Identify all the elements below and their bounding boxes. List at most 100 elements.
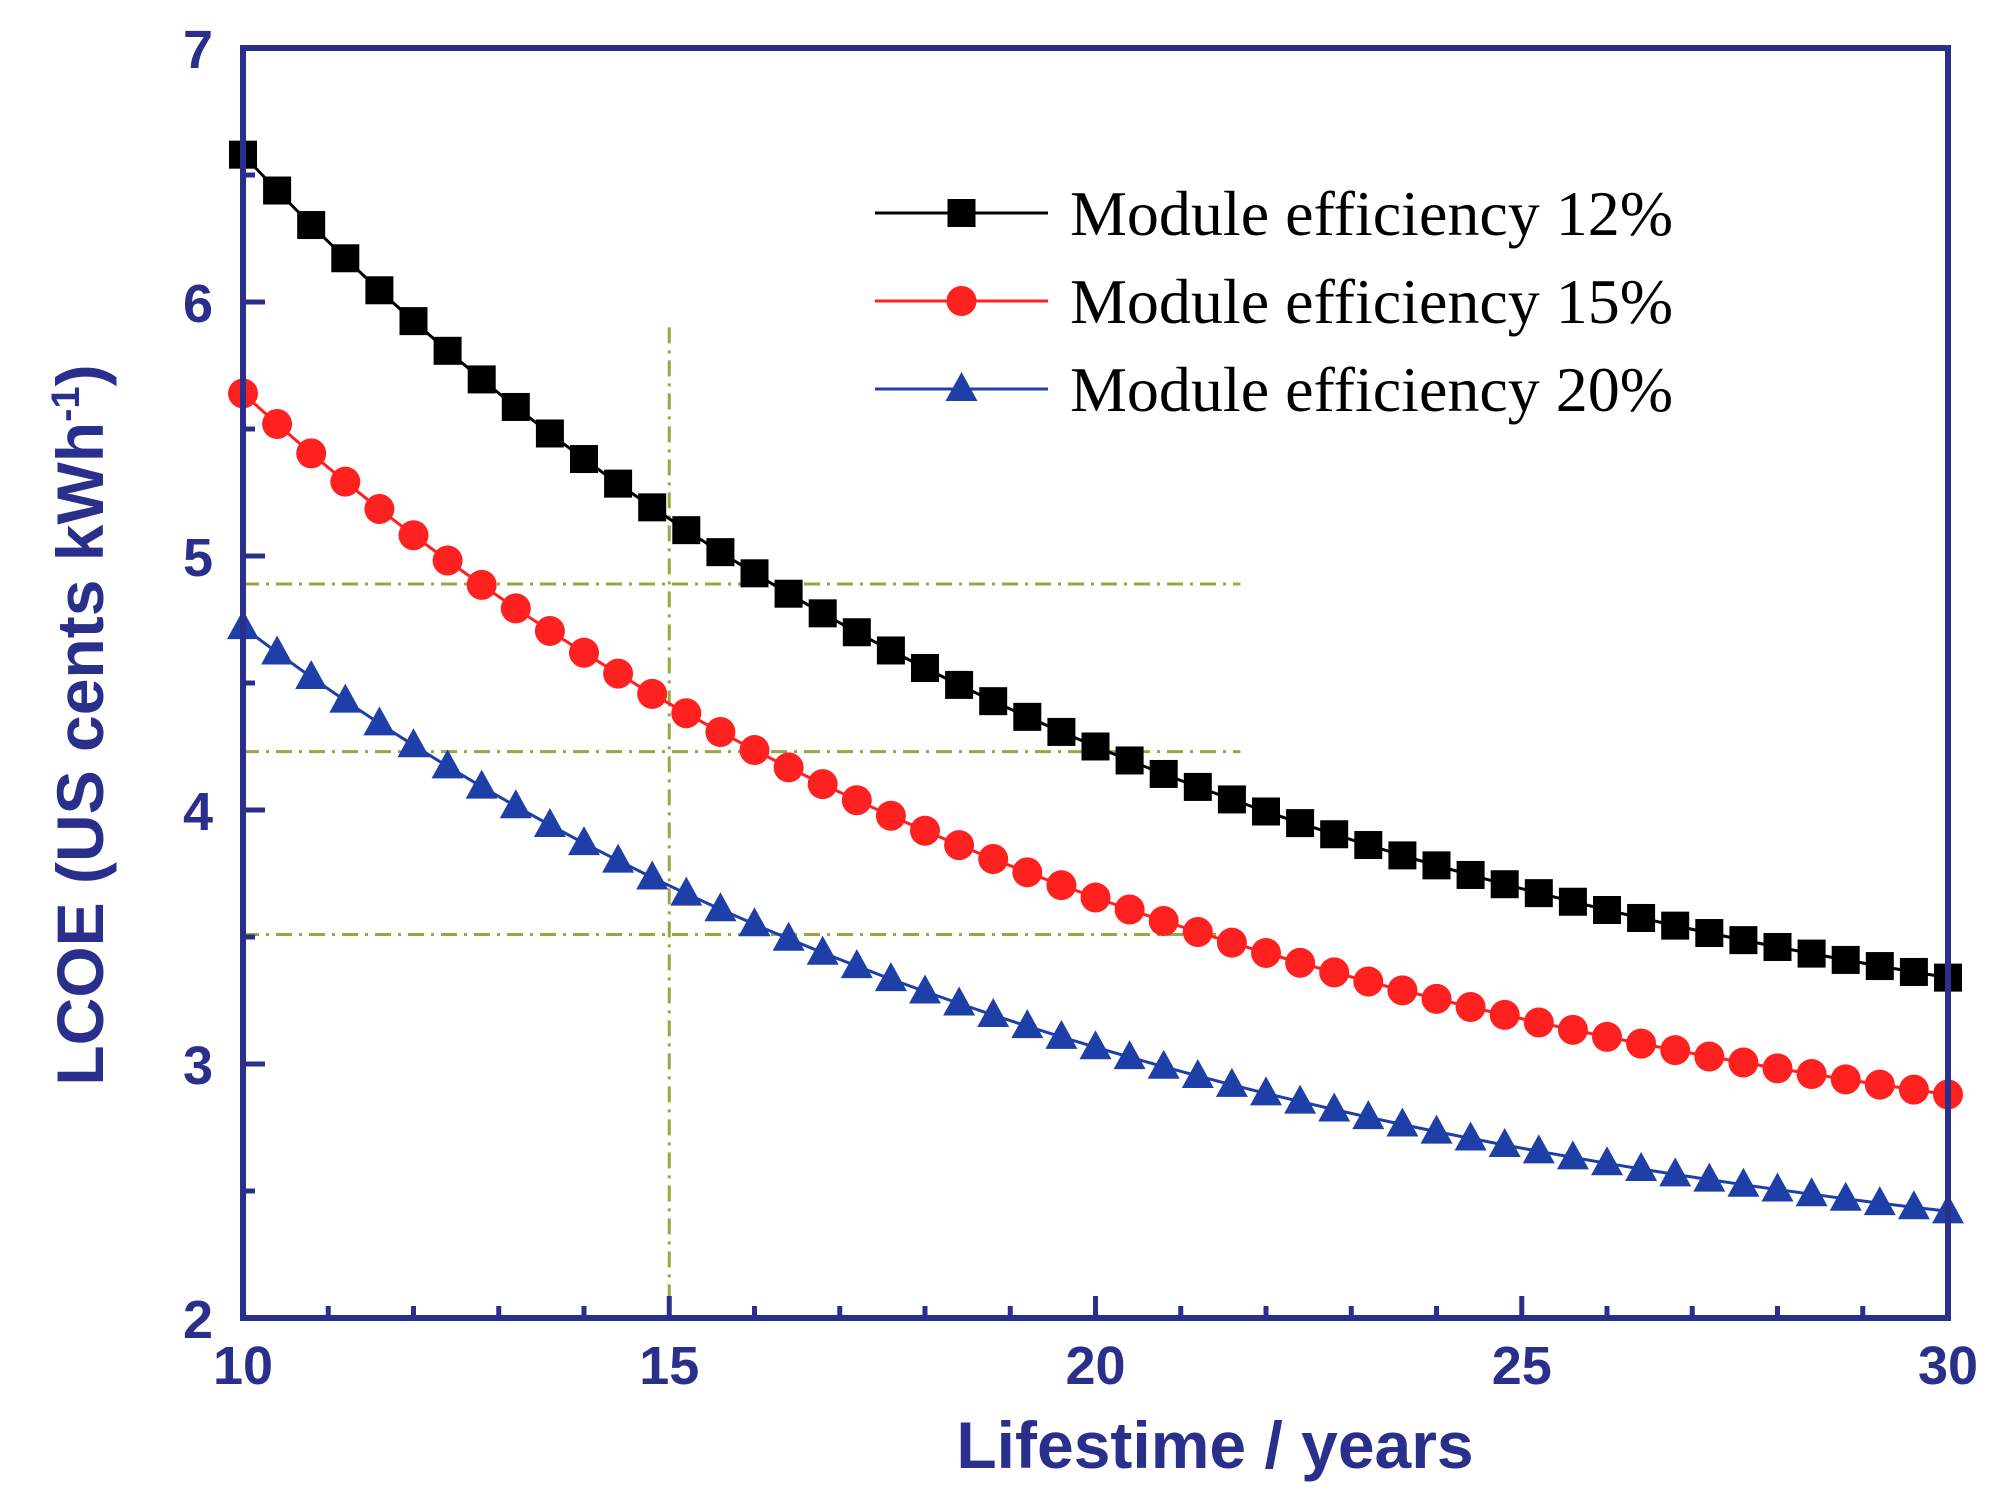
data-point-s3-25 xyxy=(1045,1019,1078,1049)
data-point-s3-36 xyxy=(1420,1114,1453,1144)
data-point-s2-41 xyxy=(1592,1021,1622,1052)
data-point-s3-44 xyxy=(1693,1162,1726,1192)
y-tick-label: 5 xyxy=(183,528,213,588)
y-tick-label: 6 xyxy=(183,274,213,334)
data-point-s2-37 xyxy=(1455,992,1486,1023)
data-point-s1-8 xyxy=(467,365,496,394)
data-point-s3-15 xyxy=(704,892,737,922)
data-point-s2-25 xyxy=(1046,870,1077,901)
data-point-s1-42 xyxy=(1627,903,1656,932)
data-point-s1-29 xyxy=(1183,772,1212,801)
data-point-s3-7 xyxy=(431,749,464,779)
data-point-s1-24 xyxy=(1013,702,1042,731)
data-point-s1-41 xyxy=(1593,896,1621,925)
data-point-s3-30 xyxy=(1215,1067,1248,1097)
data-point-s1-31 xyxy=(1252,797,1280,826)
data-point-s2-12 xyxy=(603,658,634,689)
axis-tick-labels: 10 15 20 25 30 2 3 4 5 6 7 xyxy=(183,20,1978,1396)
data-point-s1-21 xyxy=(911,654,939,683)
data-point-s2-42 xyxy=(1626,1028,1657,1059)
data-point-s2-45 xyxy=(1728,1047,1759,1078)
data-point-s1-43 xyxy=(1661,911,1690,940)
data-point-s3-34 xyxy=(1352,1100,1385,1130)
data-point-s3-27 xyxy=(1113,1040,1146,1070)
data-point-s2-19 xyxy=(841,785,872,816)
data-point-s2-30 xyxy=(1216,927,1247,958)
data-point-s2-32 xyxy=(1285,947,1316,978)
data-point-s3-42 xyxy=(1625,1151,1658,1181)
data-point-s2-4 xyxy=(330,466,361,497)
y-axis-title-superscript: -1 xyxy=(44,386,88,422)
y-axis-title: LCOE (US cents kWh-1) xyxy=(43,364,117,1085)
x-axis-title: Lifestime / years xyxy=(956,1408,1473,1482)
data-point-s1-30 xyxy=(1217,785,1246,814)
data-point-s1-45 xyxy=(1729,926,1758,955)
data-point-s3-41 xyxy=(1591,1146,1623,1176)
data-point-s2-2 xyxy=(262,408,293,439)
x-tick-label: 25 xyxy=(1492,1336,1552,1396)
data-point-s3-38 xyxy=(1488,1128,1521,1158)
data-point-s3-6 xyxy=(397,728,430,758)
data-point-s3-9 xyxy=(499,789,532,819)
data-point-s2-9 xyxy=(500,593,531,624)
data-point-s2-27 xyxy=(1114,894,1145,925)
data-point-s1-18 xyxy=(808,599,837,628)
data-point-s2-49 xyxy=(1864,1069,1895,1100)
data-point-s3-40 xyxy=(1556,1140,1589,1170)
data-point-s1-19 xyxy=(842,618,871,647)
data-point-s2-40 xyxy=(1557,1014,1588,1045)
data-point-s1-37 xyxy=(1456,860,1485,889)
data-point-s3-12 xyxy=(602,843,635,873)
data-point-s3-11 xyxy=(568,826,600,856)
data-point-s2-36 xyxy=(1421,983,1452,1014)
data-point-s2-21 xyxy=(910,815,940,846)
data-point-s1-44 xyxy=(1695,919,1724,948)
data-point-s1-6 xyxy=(399,307,428,336)
data-point-s3-5 xyxy=(363,706,396,736)
data-point-s1-34 xyxy=(1354,831,1383,860)
data-point-s2-48 xyxy=(1830,1064,1861,1095)
data-point-s3-50 xyxy=(1897,1190,1930,1220)
data-point-s1-33 xyxy=(1320,820,1349,849)
data-point-s1-14 xyxy=(672,516,701,545)
data-point-s1-26 xyxy=(1081,732,1110,761)
data-point-s2-5 xyxy=(364,493,395,524)
data-point-s1-20 xyxy=(876,636,905,665)
data-point-s3-10 xyxy=(533,808,566,838)
data-point-s3-19 xyxy=(840,949,873,979)
data-point-s2-15 xyxy=(705,717,736,748)
data-point-s3-46 xyxy=(1761,1172,1794,1202)
data-point-s1-28 xyxy=(1149,759,1178,788)
data-point-s2-44 xyxy=(1694,1041,1725,1072)
data-point-s1-2 xyxy=(263,176,292,205)
data-point-s1-12 xyxy=(604,469,633,498)
data-point-s2-34 xyxy=(1353,966,1384,997)
data-point-s3-37 xyxy=(1454,1121,1487,1151)
data-point-s3-47 xyxy=(1795,1177,1828,1207)
data-point-s2-14 xyxy=(671,698,702,729)
y-tick-label: 4 xyxy=(183,782,213,842)
x-tick-label: 20 xyxy=(1065,1336,1125,1396)
data-point-s2-11 xyxy=(569,637,599,668)
y-axis-title-close: ) xyxy=(43,364,117,386)
data-point-s2-43 xyxy=(1660,1035,1691,1066)
data-point-s1-25 xyxy=(1047,717,1076,746)
series-2 xyxy=(228,378,1963,1110)
data-point-s3-2 xyxy=(261,635,294,665)
legend-label: Module efficiency 15% xyxy=(1070,266,1673,337)
data-point-s2-23 xyxy=(978,843,1009,874)
data-point-s1-40 xyxy=(1558,887,1587,916)
x-tick-label: 10 xyxy=(213,1336,273,1396)
x-tick-label: 15 xyxy=(639,1336,699,1396)
data-point-s3-33 xyxy=(1318,1092,1351,1122)
data-point-s1-35 xyxy=(1388,841,1417,870)
data-point-s3-48 xyxy=(1829,1181,1862,1211)
data-point-s2-3 xyxy=(296,438,327,469)
data-point-s1-11 xyxy=(570,445,598,474)
data-point-s3-14 xyxy=(670,876,703,906)
data-point-s2-38 xyxy=(1489,999,1520,1030)
data-point-s2-16 xyxy=(739,735,770,766)
data-point-s1-16 xyxy=(740,559,769,588)
data-point-s1-10 xyxy=(535,419,564,448)
